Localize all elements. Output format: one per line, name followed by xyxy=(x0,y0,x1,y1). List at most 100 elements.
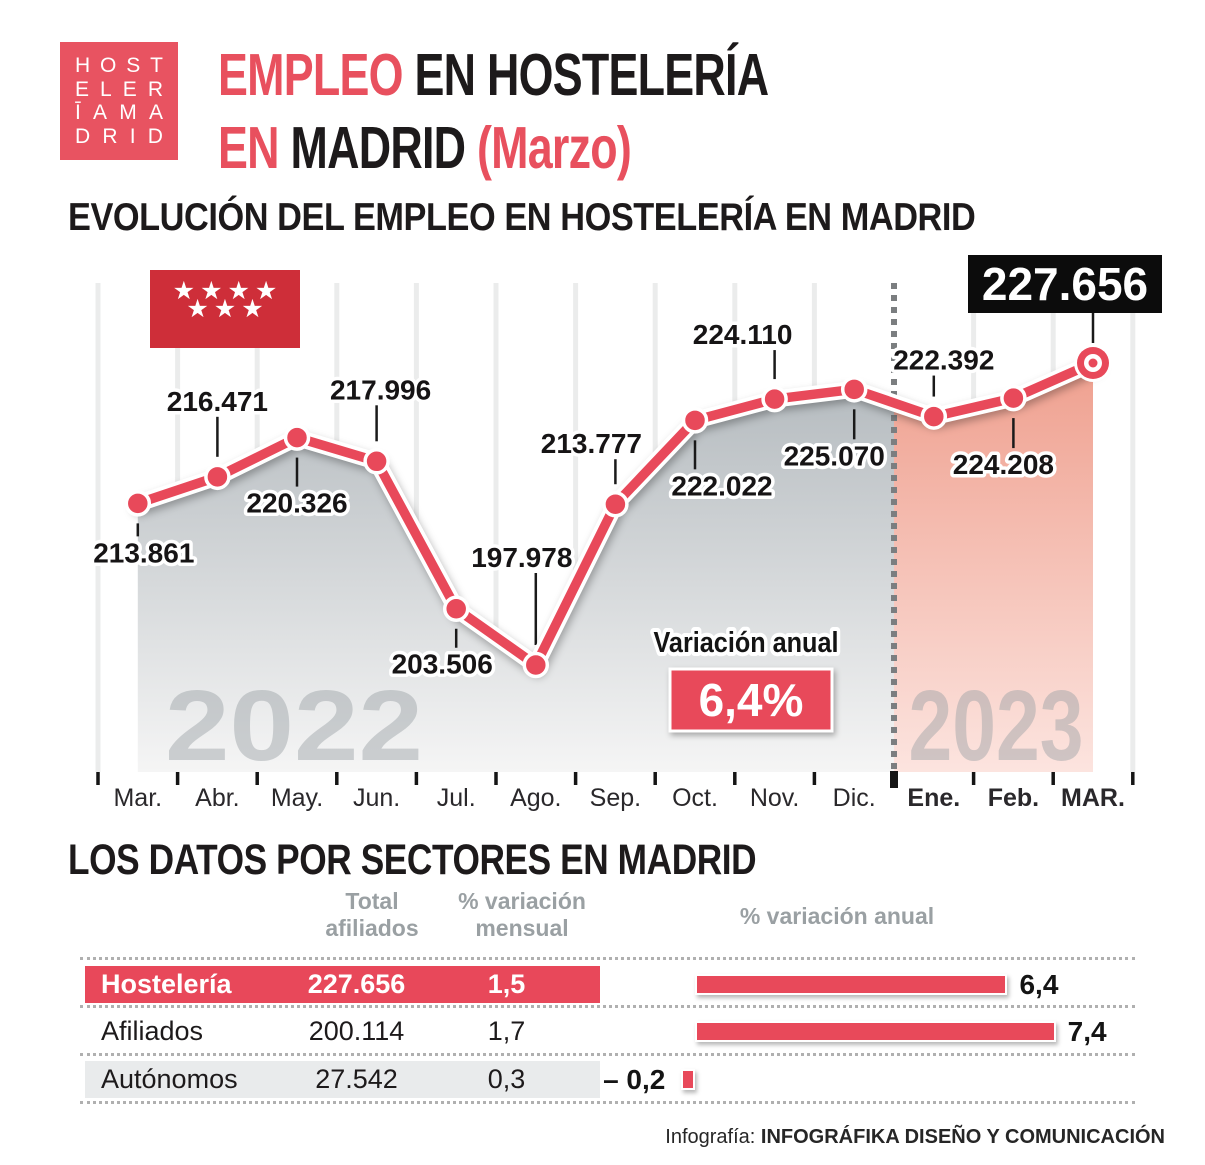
month-label: Mar. xyxy=(113,784,162,812)
highlight-value-label: 227.656 xyxy=(982,258,1148,310)
axis-tick xyxy=(653,772,657,785)
axis-tick xyxy=(96,772,100,785)
axis-tick xyxy=(414,772,419,785)
data-value-label: 197.978 xyxy=(471,542,572,573)
dotted-divider xyxy=(80,1053,1135,1056)
data-value-label: 216.471 xyxy=(167,386,268,417)
title-word-empleo: EMPLEO xyxy=(218,42,404,108)
title-line-1: EMPLEO EN HOSTELERÍA xyxy=(218,46,769,105)
month-label: Ene. xyxy=(907,784,960,812)
gridline xyxy=(573,283,579,772)
data-value-label: 225.070 xyxy=(784,440,885,471)
sector-name: Hostelería xyxy=(101,969,232,999)
bar-value-label: 7,4 xyxy=(1067,1016,1107,1047)
month-label: Jun. xyxy=(353,784,400,812)
dotted-divider xyxy=(80,957,1135,960)
sector-name: Autónomos xyxy=(101,1064,238,1094)
sector-name: Afiliados xyxy=(101,1016,204,1046)
month-label: Dic. xyxy=(833,784,876,812)
credit-prefix: Infografía: xyxy=(665,1126,761,1148)
data-value-label: 224.208 xyxy=(953,449,1054,480)
month-label: Nov. xyxy=(750,784,800,812)
bar-value-label: – 0,2 xyxy=(603,1064,666,1095)
axis-tick xyxy=(255,772,259,785)
axis-tick xyxy=(573,772,578,785)
month-label: May. xyxy=(271,784,323,812)
data-value-label: 203.506 xyxy=(392,649,493,680)
data-value-label: 213.777 xyxy=(541,428,642,459)
column-header-total-afiliados: Total afiliados xyxy=(325,888,419,941)
data-point xyxy=(761,385,788,413)
month-label: Feb. xyxy=(988,784,1039,812)
month-label: Oct. xyxy=(672,784,718,812)
bar-hostelería xyxy=(695,974,1008,995)
chart-title: EVOLUCIÓN DEL EMPLEO EN HOSTELERÍA EN MA… xyxy=(68,196,976,239)
column-header-variacion-anual: % variación anual xyxy=(739,903,935,929)
bar-autónomos xyxy=(681,1069,695,1090)
credit-line: Infografía: INFOGRÁFIKA DISEÑO Y COMUNIC… xyxy=(665,1126,1165,1149)
gridline xyxy=(95,283,101,772)
sector-total-afiliados: 200.114 xyxy=(308,1016,405,1046)
dotted-divider xyxy=(80,1101,1135,1104)
credit-name: INFOGRÁFIKA DISEÑO Y COMUNICACIÓN xyxy=(760,1126,1165,1148)
highlight-value-box xyxy=(968,255,1162,313)
data-point xyxy=(522,651,550,679)
axis-tick xyxy=(1131,772,1135,785)
data-point xyxy=(283,424,311,451)
data-point xyxy=(124,490,152,517)
title-word-en-hosteleria: EN HOSTELERÍA xyxy=(414,42,769,108)
title-line-2: EN MADRID (Marzo) xyxy=(218,119,768,178)
bar-value-label: 6,4 xyxy=(1019,969,1059,1000)
flag-stars-row1: ★★★★ xyxy=(172,277,283,305)
title-word-en: EN xyxy=(218,115,280,181)
data-point xyxy=(681,407,709,434)
flag-stars-row2: ★★★ xyxy=(186,295,269,323)
sectors-heading: LOS DATOS POR SECTORES EN MADRID xyxy=(68,836,757,884)
dotted-divider xyxy=(80,1005,1135,1008)
data-value-label: 213.861 xyxy=(93,537,194,568)
month-label: MAR. xyxy=(1061,784,1125,812)
data-point xyxy=(602,490,629,518)
month-label: Abr. xyxy=(195,784,239,812)
gridline xyxy=(493,283,499,772)
evolution-line-chart: 2022 2023 213.861 216.471 220.326 217.996 203.… xyxy=(93,255,1162,812)
area-fill-2023 xyxy=(894,363,1093,772)
madrid-flag-icon: ★★★★ ★★★ xyxy=(150,270,300,348)
axis-tick xyxy=(812,772,817,785)
sector-variacion-mensual: 1,7 xyxy=(487,1016,526,1046)
title-word-madrid: MADRID xyxy=(290,115,466,181)
page-title: EMPLEO EN HOSTELERÍA EN MADRID (Marzo) xyxy=(218,46,769,192)
gridline xyxy=(1130,283,1136,772)
axis-tick xyxy=(733,772,737,785)
data-value-label: 222.022 xyxy=(671,470,772,501)
axis-tick xyxy=(494,772,498,785)
data-point xyxy=(920,403,948,430)
month-label: Jul. xyxy=(437,784,476,812)
annotation-value: 6,4% xyxy=(699,674,804,726)
data-point xyxy=(442,595,470,622)
data-point xyxy=(840,376,868,403)
data-value-label: 217.996 xyxy=(330,374,431,405)
data-value-label: 224.110 xyxy=(693,319,793,350)
bar-afiliados xyxy=(695,1021,1056,1042)
table-row: Afiliados 200.114 1,7 xyxy=(85,1013,600,1050)
data-point-last-dot xyxy=(1088,358,1098,368)
annotation-value-box xyxy=(668,667,834,733)
sector-total-afiliados: 227.656 xyxy=(307,969,406,999)
sector-variacion-mensual: 0,3 xyxy=(487,1064,526,1094)
year-label-2023: 2023 xyxy=(909,670,1084,782)
month-label: Sep. xyxy=(590,784,641,812)
title-month-note: (Marzo) xyxy=(476,115,632,181)
axis-tick xyxy=(335,772,339,785)
axis-tick xyxy=(971,772,976,785)
sector-total-afiliados: 27.542 xyxy=(315,1064,398,1094)
month-label: Ago. xyxy=(510,784,561,812)
column-header-variacion-mensual: % variación mensual xyxy=(458,888,586,941)
data-point xyxy=(363,448,390,475)
data-value-label: 222.392 xyxy=(893,345,994,376)
